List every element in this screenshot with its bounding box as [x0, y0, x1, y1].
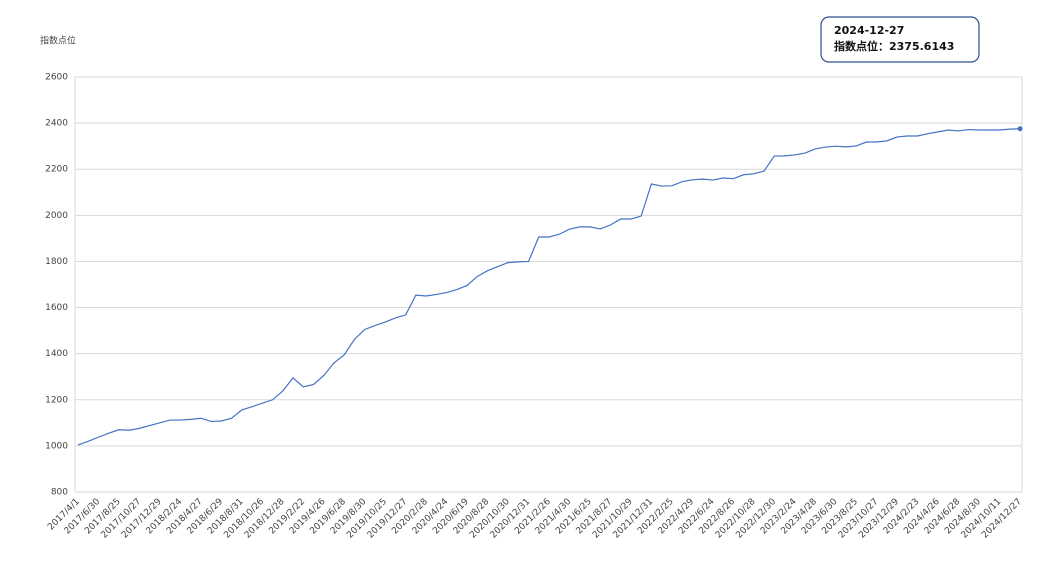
y-tick-label: 2200 [45, 165, 68, 175]
y-tick-label: 1800 [45, 257, 68, 267]
point [1017, 126, 1023, 132]
tooltip-box [820, 16, 980, 63]
y-tick-label: 1000 [45, 441, 68, 451]
line [77, 128, 1021, 446]
y-tick-label: 1200 [45, 395, 68, 405]
y-tick-label: 2000 [45, 211, 68, 221]
y-tick-label: 2400 [45, 119, 68, 129]
y-tick-label: 1600 [45, 303, 68, 313]
tooltip-date: 2024-12-27 [834, 24, 904, 37]
y-axis-label: 指数点位 [40, 35, 76, 47]
tooltip-value: 指数点位：2375.6143 [834, 39, 954, 53]
y-tick-label: 800 [51, 488, 68, 498]
y-tick-label: 1400 [45, 349, 68, 359]
y-tick-label: 2600 [45, 73, 68, 83]
